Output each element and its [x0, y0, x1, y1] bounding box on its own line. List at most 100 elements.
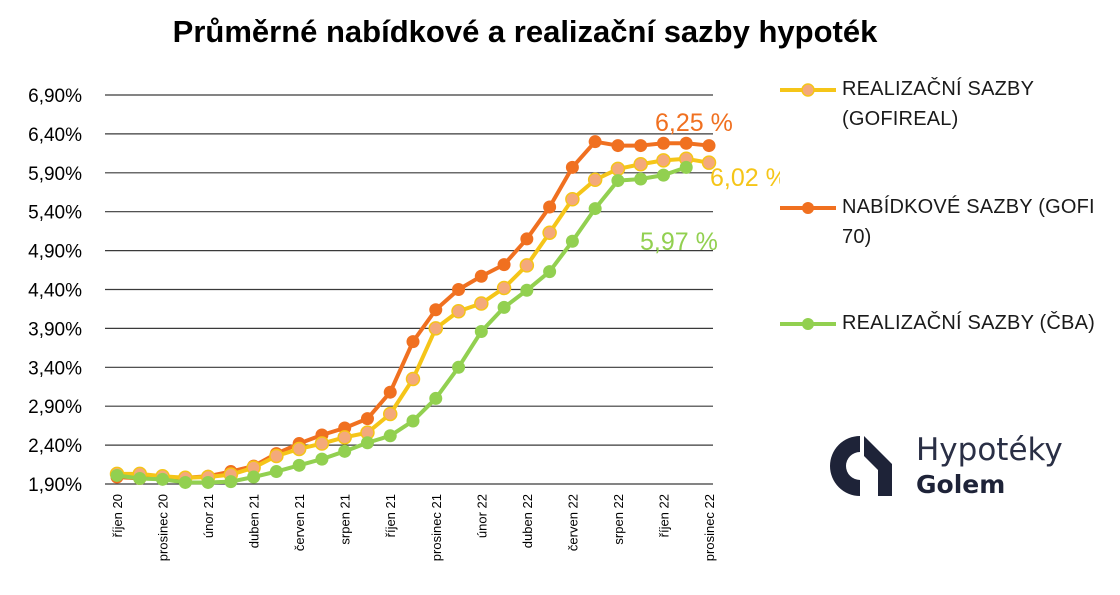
y-tick-label: 6,90%	[28, 86, 82, 107]
legend-label-gofireal-text: REALIZAČNÍ SAZBY (GOFIREAL)	[842, 78, 1035, 130]
x-tick-label: říjen 21	[383, 494, 398, 537]
x-tick-label: červen 22	[565, 494, 580, 551]
data-point	[429, 303, 443, 317]
data-point	[224, 475, 238, 489]
data-point	[656, 153, 671, 168]
data-point	[451, 304, 466, 319]
series-1	[109, 151, 717, 486]
y-tick-label: 5,90%	[28, 164, 82, 185]
line-chart: 1,90% 2,40% 2,90% 3,40% 3,90% 4,40% 4,90% 5,40%…	[28, 86, 780, 561]
data-point	[610, 161, 626, 177]
data-point	[360, 412, 374, 426]
data-point	[633, 156, 648, 172]
data-point	[201, 475, 215, 489]
data-point	[656, 136, 670, 150]
x-tick-label: prosinec 21	[429, 494, 444, 561]
data-point	[474, 269, 488, 283]
data-point	[428, 321, 444, 336]
y-axis-tick-labels: 1,90% 2,40% 2,90% 3,40% 3,90% 4,40% 4,90% 5,40%…	[28, 86, 82, 496]
y-tick-label: 4,90%	[28, 242, 82, 263]
data-point	[452, 360, 466, 374]
data-point	[292, 458, 306, 472]
data-point	[565, 192, 580, 207]
x-tick-label: duben 21	[247, 494, 262, 548]
data-point	[291, 441, 307, 457]
data-point	[634, 172, 648, 186]
data-point	[565, 234, 579, 248]
data-point	[452, 283, 466, 296]
data-point	[497, 258, 511, 272]
series-line	[116, 165, 687, 485]
data-point	[519, 258, 535, 273]
legend-label-cba: REALIZAČNÍ SAZBY (ČBA)	[842, 308, 1095, 338]
data-point	[156, 472, 170, 486]
hypoteky-golem-logo: Hypotéky Golem	[830, 432, 1090, 502]
logo-text-golem: Golem	[916, 470, 1006, 499]
data-point	[247, 470, 261, 484]
data-point	[110, 468, 124, 482]
data-point	[587, 172, 603, 188]
grid-lines	[105, 94, 713, 485]
data-point	[406, 335, 420, 349]
x-tick-label: prosinec 22	[702, 494, 717, 561]
data-point	[496, 280, 512, 296]
y-tick-label: 3,40%	[28, 358, 82, 379]
series-0	[110, 135, 716, 486]
x-tick-label: duben 22	[520, 494, 535, 548]
data-point	[133, 472, 147, 486]
data-point	[611, 174, 625, 188]
data-point	[656, 168, 670, 182]
y-tick-label: 2,90%	[28, 397, 82, 418]
series-group	[109, 135, 717, 489]
legend-swatch-gofi70	[780, 202, 836, 214]
y-tick-label: 4,40%	[28, 281, 82, 302]
x-tick-label: únor 21	[201, 494, 216, 538]
x-tick-label: srpen 21	[338, 494, 353, 545]
end-label: 5,97 %	[640, 228, 718, 256]
data-point	[429, 391, 443, 405]
golem-logo-mark-icon	[830, 436, 892, 496]
chart-title: Průměrné nabídkové a realizační sazby hy…	[172, 14, 878, 49]
data-point	[520, 283, 534, 297]
data-point	[588, 135, 602, 149]
x-tick-label: srpen 22	[611, 494, 626, 545]
x-tick-label: říjen 20	[110, 494, 125, 537]
data-point	[269, 465, 283, 479]
y-tick-label: 6,40%	[28, 125, 82, 146]
x-tick-label: prosinec 20	[156, 494, 171, 561]
data-point	[360, 436, 374, 450]
data-point	[542, 225, 557, 240]
data-point	[565, 160, 579, 174]
legend-label-gofireal: REALIZAČNÍ SAZBY (GOFIREAL)	[842, 74, 1034, 134]
data-point	[406, 414, 420, 428]
series-line	[117, 156, 710, 480]
data-point	[315, 452, 329, 466]
data-point	[405, 371, 421, 387]
series-line	[116, 139, 710, 481]
data-point	[679, 136, 693, 150]
data-point	[269, 448, 284, 464]
data-point	[383, 429, 397, 443]
data-point	[382, 406, 398, 422]
data-point	[178, 475, 192, 489]
end-label: 6,02 %	[710, 164, 780, 192]
x-axis-tick-labels: říjen 20 prosinec 20 únor 21 duben 21 červen…	[110, 494, 717, 561]
data-point	[497, 300, 511, 314]
end-label: 6,25 %	[655, 109, 733, 137]
legend-label-gofi70: NABÍDKOVÉ SAZBY (GOFI 70)	[842, 192, 1095, 252]
end-value-labels: 6,25 % 6,02 % 5,97 %	[640, 109, 780, 256]
data-point	[383, 385, 397, 399]
data-point	[338, 444, 352, 458]
data-point	[337, 430, 352, 445]
y-tick-label: 2,40%	[28, 436, 82, 457]
data-point	[679, 160, 693, 174]
series-2	[110, 160, 693, 489]
data-point	[520, 232, 534, 246]
data-point	[701, 155, 717, 170]
legend-label-cba-text: REALIZAČNÍ SAZBY (ČBA)	[842, 312, 1095, 334]
data-point	[543, 200, 557, 214]
data-point	[588, 202, 602, 216]
data-point	[543, 265, 557, 279]
data-point	[474, 325, 488, 339]
legend-swatch-gofireal	[780, 83, 836, 97]
